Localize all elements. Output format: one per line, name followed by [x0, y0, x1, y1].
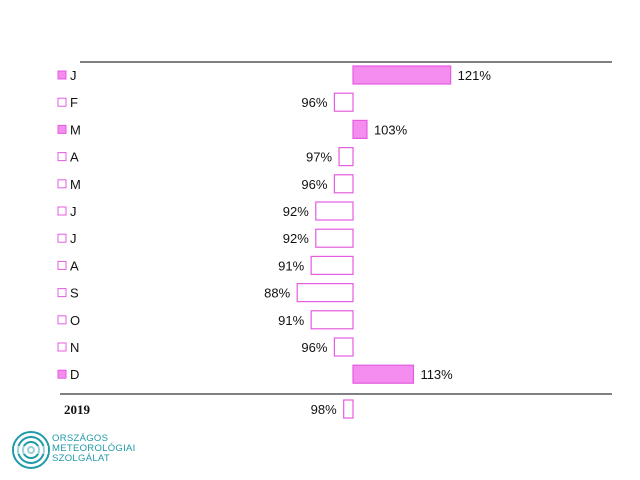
category-label: M [70, 122, 81, 137]
category-label: D [70, 367, 79, 382]
logo-line-3: SZOLGÁLAT [52, 453, 110, 464]
category-label: M [70, 177, 81, 192]
value-label: 91% [278, 313, 304, 328]
row-marker [57, 206, 67, 216]
summary-bar [343, 399, 354, 419]
bar [352, 119, 368, 140]
bar [333, 174, 354, 194]
bar [333, 337, 354, 357]
row-marker [57, 179, 67, 189]
value-label: 88% [264, 286, 290, 301]
row-marker [57, 97, 67, 107]
value-label: 113% [420, 367, 453, 382]
category-label: F [70, 95, 78, 110]
bar [296, 283, 354, 303]
bar [315, 228, 354, 248]
bar [310, 310, 354, 330]
row-marker [57, 342, 67, 352]
category-label: S [70, 286, 79, 301]
row-marker [57, 124, 67, 134]
value-label: 121% [458, 68, 492, 83]
summary-value-label: 98% [311, 402, 337, 417]
category-label: A [70, 150, 79, 165]
bar [333, 92, 354, 112]
row-marker [57, 152, 67, 162]
value-label: 92% [283, 204, 309, 219]
omsz-logo-icon [12, 431, 50, 469]
row-marker [57, 369, 67, 379]
value-label: 92% [283, 231, 309, 246]
category-label: J [70, 68, 77, 83]
category-label: J [70, 231, 77, 246]
value-label: 96% [301, 340, 327, 355]
bar [352, 65, 452, 85]
value-label: 91% [278, 258, 304, 273]
bar [352, 364, 415, 384]
category-label: O [70, 313, 80, 328]
row-marker [57, 233, 67, 243]
logo-text: ORSZÁGOS METEOROLÓGIAI SZOLGÁLAT [52, 434, 136, 464]
row-marker [57, 288, 67, 298]
row-marker [57, 315, 67, 325]
row-marker [57, 260, 67, 270]
category-label: N [70, 340, 79, 355]
value-label: 97% [306, 150, 332, 165]
value-label: 96% [301, 95, 327, 110]
category-label: A [70, 258, 79, 273]
value-label: 103% [374, 122, 408, 137]
bar [338, 147, 354, 167]
logo-line-2: METEOROLÓGIAI [52, 443, 136, 454]
summary-label: 2019 [64, 402, 91, 417]
bar [310, 255, 354, 275]
category-label: J [70, 204, 77, 219]
logo-line-1: ORSZÁGOS [52, 433, 109, 444]
bar [315, 201, 354, 221]
value-label: 96% [301, 177, 327, 192]
row-marker [57, 70, 67, 80]
